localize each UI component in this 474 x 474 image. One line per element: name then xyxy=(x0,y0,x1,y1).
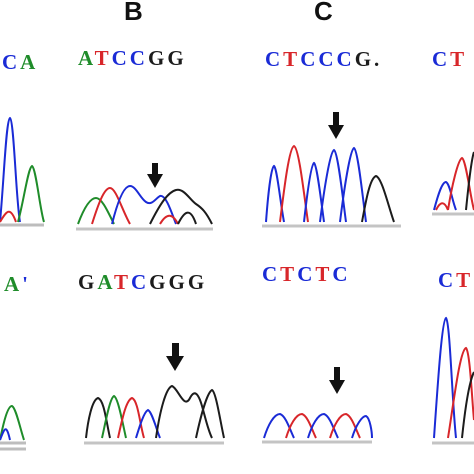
down-arrow-icon xyxy=(329,367,345,394)
trace-red xyxy=(117,396,145,439)
sequence-b-bottom: GATCGGG xyxy=(78,270,207,295)
trace-blue xyxy=(0,116,21,223)
trace-red xyxy=(91,186,131,225)
trace-red xyxy=(0,210,17,223)
sequence-d-bottom: CT xyxy=(438,268,473,293)
down-arrow-icon xyxy=(166,343,184,371)
trace-green xyxy=(17,164,45,223)
trace-black xyxy=(149,188,213,225)
chromatogram-b-top xyxy=(76,163,213,231)
base-letter: A xyxy=(4,272,23,296)
base-letter: C xyxy=(336,47,355,71)
trace-red xyxy=(447,346,474,439)
base-letter: C xyxy=(129,46,148,70)
chromatogram-d-top xyxy=(432,151,474,216)
base-letter: G xyxy=(78,270,98,294)
chromatogram-c-bottom xyxy=(262,367,373,444)
trace-blue-1 xyxy=(263,412,295,439)
sequence-b-top: ATCCGG xyxy=(78,46,187,71)
base-letter: G xyxy=(354,47,375,71)
sequence-a-top: CA xyxy=(2,50,38,75)
trace-blue-2 xyxy=(307,412,339,439)
base-letter: C xyxy=(300,47,319,71)
sequence-d-top: CT xyxy=(432,47,467,72)
trace-black-1 xyxy=(85,396,111,439)
trace-blue xyxy=(0,428,11,441)
base-letter: C xyxy=(438,268,457,292)
trace-green xyxy=(0,404,25,441)
base-letter: G xyxy=(168,270,188,294)
sequence-a-bottom: A' xyxy=(4,272,31,297)
base-letter: T xyxy=(113,270,131,294)
base-letter: C xyxy=(432,47,451,71)
panel-label-b: B xyxy=(124,0,143,26)
base-letter: C xyxy=(265,47,284,71)
base-letter: T xyxy=(94,46,112,70)
trace-green xyxy=(77,196,115,225)
base-letter: . xyxy=(374,47,383,71)
base-letter: T xyxy=(456,268,474,292)
trace-blue xyxy=(433,180,457,211)
panel-label-c: C xyxy=(314,0,333,26)
trace-black-small xyxy=(177,211,197,225)
trace-red-small xyxy=(159,214,179,225)
trace-black xyxy=(361,174,395,223)
base-letter: T xyxy=(450,47,468,71)
trace-red-2 xyxy=(329,412,361,439)
base-letter: T xyxy=(283,47,301,71)
trace-blue-3 xyxy=(351,414,373,439)
base-letter: G xyxy=(147,46,168,70)
sequence-c-top: CTCCCG. xyxy=(265,47,382,72)
chromatogram-a-top xyxy=(0,116,45,227)
base-letter: C xyxy=(297,262,316,286)
down-arrow-icon xyxy=(328,112,344,139)
base-letter: A xyxy=(97,270,114,294)
base-letter: C xyxy=(130,270,150,294)
trace-red-1 xyxy=(285,412,317,439)
chromatogram-d-bottom xyxy=(432,316,474,445)
base-letter: A xyxy=(78,46,95,70)
trace-blue-4 xyxy=(339,146,367,223)
base-letter: T xyxy=(280,262,298,286)
chromatogram-b-bottom xyxy=(84,343,225,445)
base-letter: A xyxy=(20,50,39,74)
base-letter: T xyxy=(315,262,333,286)
trace-red-small xyxy=(435,202,449,211)
trace-blue-2 xyxy=(303,161,325,223)
trace-blue-1 xyxy=(265,164,285,223)
sequence-c-bottom: CTCTC xyxy=(262,262,351,287)
trace-blue xyxy=(433,316,457,439)
base-letter: C xyxy=(2,50,21,74)
trace-black xyxy=(465,151,474,211)
down-arrow-icon xyxy=(147,163,163,188)
base-letter: C xyxy=(332,262,351,286)
trace-red xyxy=(279,144,309,223)
trace-black-2 xyxy=(155,384,213,439)
chromatogram-c-top xyxy=(262,112,401,228)
trace-red xyxy=(447,156,474,211)
base-letter: G xyxy=(187,270,208,294)
base-letter: G xyxy=(149,270,169,294)
base-letter: G xyxy=(167,46,187,70)
trace-black-3 xyxy=(195,388,225,439)
base-letter: C xyxy=(111,46,130,70)
base-letter: C xyxy=(318,47,337,71)
trace-black xyxy=(461,371,474,439)
base-letter: ' xyxy=(22,272,32,296)
base-letter: C xyxy=(262,262,281,286)
chromatogram-a-bottom xyxy=(0,404,26,451)
